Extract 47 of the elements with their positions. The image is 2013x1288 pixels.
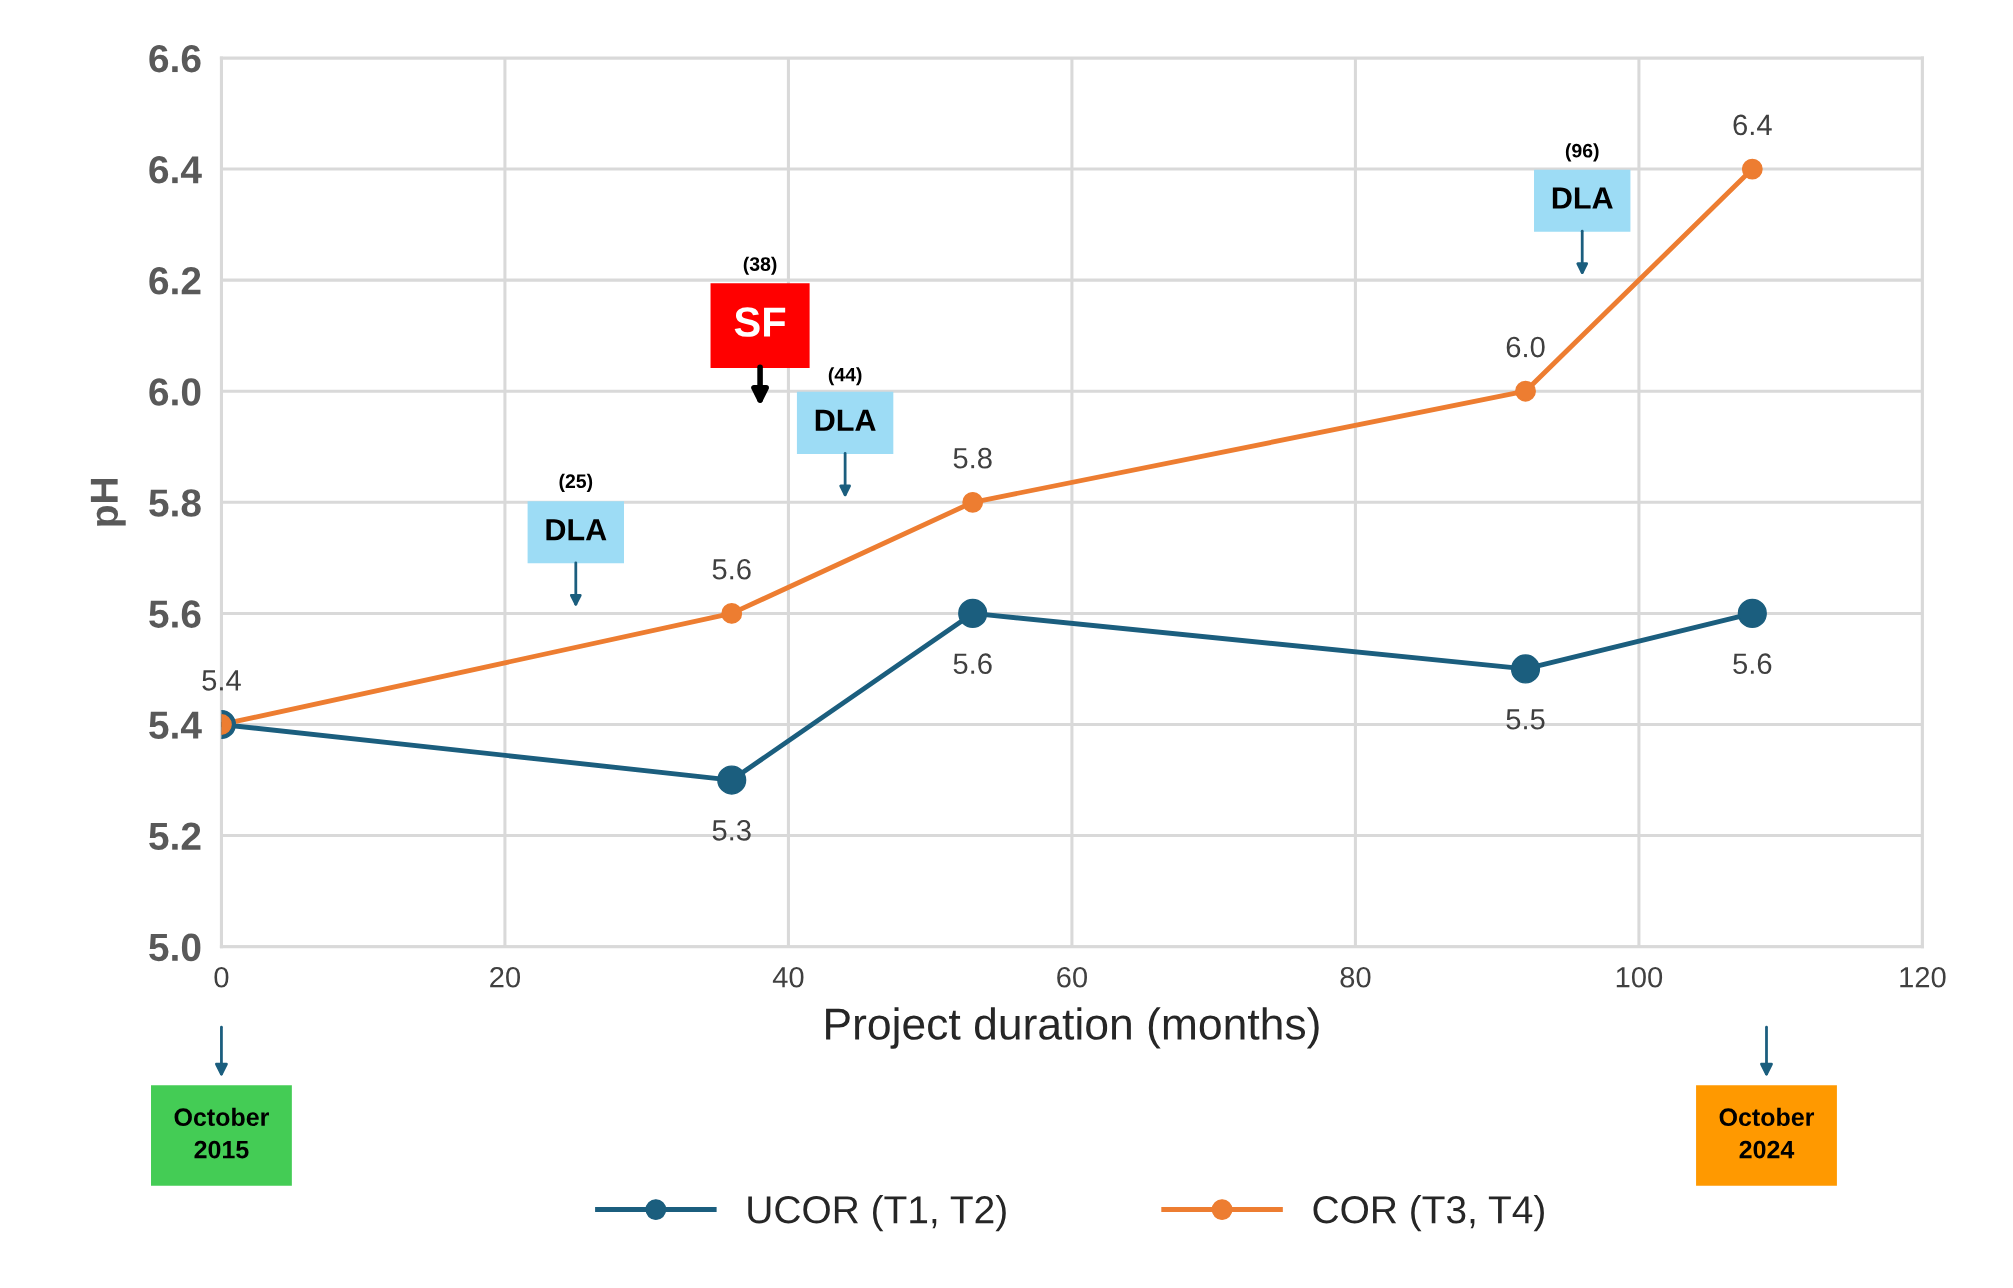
annotation: DLA bbox=[815, 409, 876, 431]
x-tick-label: 20 bbox=[490, 966, 521, 988]
annotation: SF bbox=[734, 307, 786, 337]
point bbox=[1515, 380, 1536, 402]
point bbox=[958, 598, 988, 628]
data-label: 5.3 bbox=[712, 820, 751, 841]
point bbox=[1737, 598, 1767, 628]
y-axis-title: pH bbox=[90, 479, 126, 526]
y-tick-label: 5.6 bbox=[149, 600, 201, 628]
data-label: 6.4 bbox=[1733, 114, 1772, 136]
point bbox=[962, 491, 984, 513]
y-tick-label: 6.0 bbox=[149, 378, 201, 406]
y-tick-label: 6.2 bbox=[149, 267, 201, 295]
y-tick-label: 6.6 bbox=[149, 44, 201, 73]
data-label: 5.5 bbox=[1506, 709, 1545, 730]
annotation: (44) bbox=[828, 367, 862, 386]
data-label: 5.6 bbox=[1733, 653, 1772, 675]
point bbox=[1510, 654, 1541, 684]
x-tick-label: 120 bbox=[1900, 966, 1946, 988]
point bbox=[721, 602, 743, 624]
data-label: 5.6 bbox=[953, 653, 992, 675]
text: October 2024 bbox=[1719, 1107, 1815, 1159]
legend-label: COR (T3, T4) bbox=[1313, 1194, 1544, 1232]
x-tick-label: 100 bbox=[1616, 966, 1663, 988]
point bbox=[717, 765, 747, 795]
annotation: (25) bbox=[559, 473, 593, 492]
y-tick-label: 5.0 bbox=[149, 933, 201, 962]
x-tick-label: 80 bbox=[1340, 966, 1371, 988]
annotation: (38) bbox=[743, 256, 777, 275]
annotation: (96) bbox=[1565, 143, 1599, 162]
data-label: 5.8 bbox=[953, 447, 992, 469]
annotation: DLA bbox=[546, 519, 607, 541]
x-tick-label: 60 bbox=[1057, 966, 1087, 988]
data-label: 6.0 bbox=[1506, 336, 1545, 358]
legend-label: UCOR (T1, T2) bbox=[748, 1194, 1006, 1232]
y-tick-label: 5.8 bbox=[149, 489, 201, 517]
point bbox=[1741, 158, 1763, 180]
data-label: 5.6 bbox=[712, 558, 751, 580]
text: October 2015 bbox=[174, 1107, 269, 1159]
y-tick-label: 5.4 bbox=[149, 711, 202, 739]
x-tick-label: 0 bbox=[214, 966, 229, 988]
data-label: 5.4 bbox=[202, 670, 241, 691]
annotation: DLA bbox=[1552, 187, 1613, 209]
x-tick-label: 40 bbox=[772, 966, 804, 988]
y-tick-label: 5.2 bbox=[149, 822, 201, 851]
x-axis-title: Project duration (months) bbox=[826, 1007, 1319, 1049]
y-tick-label: 6.4 bbox=[149, 155, 202, 184]
